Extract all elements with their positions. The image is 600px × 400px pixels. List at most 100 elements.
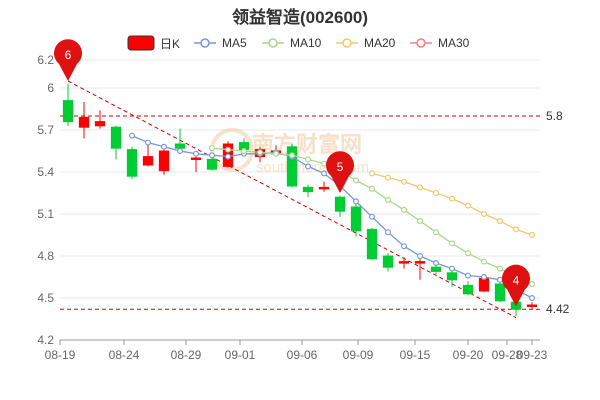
x-tick-label: 09-20 <box>453 348 484 362</box>
ma5-point <box>145 139 152 146</box>
ma5-point <box>305 163 312 170</box>
marker-pin-label: 4 <box>513 273 520 287</box>
grid-lines <box>60 59 540 341</box>
x-tick-label: 09-01 <box>225 348 256 362</box>
ma10-point <box>289 152 296 159</box>
y-tick-label: 4.2 <box>37 333 54 347</box>
ma20-point <box>417 184 424 191</box>
ma5-point <box>449 265 456 272</box>
candle-body <box>366 228 378 260</box>
ma10-point <box>273 150 280 157</box>
x-tick-label: 09-06 <box>287 348 318 362</box>
candle-body <box>318 186 330 190</box>
legend-label: MA10 <box>290 36 322 50</box>
candle <box>462 281 474 296</box>
legend-label-kline: 日K <box>160 37 180 51</box>
marker-pin: 5 <box>326 151 354 193</box>
x-tick-label: 09-09 <box>343 348 374 362</box>
candle-body <box>286 146 298 187</box>
reference-lines: 5.8 4.42 <box>60 80 570 319</box>
candle-body <box>334 196 346 212</box>
candle-body <box>462 284 474 295</box>
legend-label: MA5 <box>222 36 247 50</box>
axes: 4.2 4.5 4.8 5.1 5.4 5.7 6 6.2 08-19 08-24 08-29 09-… <box>37 53 547 362</box>
y-tick-label: 6.2 <box>37 53 54 67</box>
ma5-point <box>129 132 136 139</box>
ma5-point <box>321 170 328 177</box>
candle-body <box>414 261 426 264</box>
ma20-point <box>528 232 535 239</box>
candle-body <box>190 157 202 160</box>
ma5-point <box>417 253 424 260</box>
moving-averages <box>129 132 535 302</box>
candle-body <box>446 272 458 281</box>
marker-pin-icon <box>502 264 530 307</box>
candle <box>110 125 122 160</box>
ma5-point <box>161 143 168 150</box>
ma5-point <box>401 243 408 250</box>
marker-pin: 4 <box>502 264 530 307</box>
x-tick-label: 09-28 <box>492 348 523 362</box>
ma20-point <box>497 218 504 225</box>
legend-label: MA20 <box>364 36 396 50</box>
ma20-point <box>465 202 472 209</box>
x-tick-label: 08-29 <box>171 348 202 362</box>
ma20-point <box>369 170 376 177</box>
candle-body <box>158 150 170 172</box>
y-tick-label: 5.1 <box>37 207 54 221</box>
candle-body <box>350 206 362 232</box>
y-tick-label: 6 <box>47 81 54 95</box>
legend-circle-icon <box>200 38 210 48</box>
candle-body <box>62 100 74 123</box>
ma10-point <box>449 240 456 247</box>
marker-pin-label: 6 <box>65 48 72 62</box>
ma20-point <box>385 174 392 181</box>
marker-pins: 6 5 4 <box>54 39 530 307</box>
candles <box>62 83 538 317</box>
candle <box>126 146 138 179</box>
ma10-point <box>417 218 424 225</box>
legend-circle-icon <box>416 38 426 48</box>
candle-body <box>398 261 410 264</box>
y-tick-label: 5.7 <box>37 123 54 137</box>
candle <box>302 184 314 198</box>
ma10-point <box>465 250 472 257</box>
candle-body <box>302 186 314 193</box>
candle <box>366 228 378 261</box>
ma10-point <box>209 145 216 152</box>
candle <box>158 148 170 175</box>
ma5-point <box>433 260 440 267</box>
ma10-point <box>497 265 504 272</box>
page-title: 领益智造(002600) <box>231 8 369 27</box>
ma5-point <box>353 198 360 205</box>
ma5-point <box>481 274 488 281</box>
ma10-point <box>241 148 248 155</box>
marker-pin-icon <box>54 39 83 81</box>
candle-body <box>142 156 154 166</box>
candle <box>78 102 90 139</box>
ma10-point <box>353 177 360 184</box>
y-tick-label: 5.4 <box>37 165 54 179</box>
candle <box>286 144 298 188</box>
x-tick-label: 08-24 <box>109 348 140 362</box>
ma5-point <box>385 229 392 236</box>
marker-pin: 6 <box>54 39 83 81</box>
ma5-point <box>497 276 504 283</box>
candle <box>382 253 394 272</box>
candle <box>334 195 346 217</box>
candle-body <box>382 255 394 268</box>
candle <box>62 83 74 126</box>
ma20-point <box>433 190 440 197</box>
candle <box>494 282 506 303</box>
ma10-point <box>305 156 312 163</box>
ma10-point <box>433 229 440 236</box>
candle <box>446 270 458 287</box>
ma5-point <box>369 213 376 220</box>
candle-body <box>430 266 442 272</box>
ma5-point <box>225 153 232 160</box>
x-tick-label: 09-23 <box>517 348 548 362</box>
legend-circle-icon <box>342 38 352 48</box>
legend-circle-icon <box>268 38 278 48</box>
marker-pin-label: 5 <box>337 160 344 174</box>
ma5-point <box>209 152 216 159</box>
